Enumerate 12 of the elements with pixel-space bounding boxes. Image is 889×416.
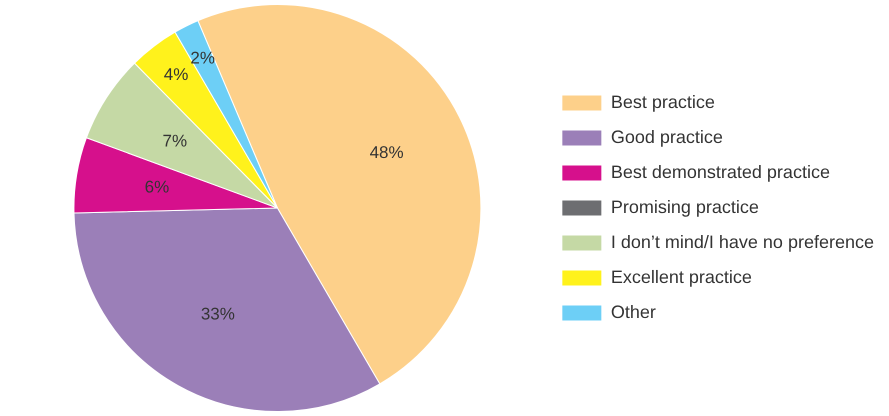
- legend-label: Best demonstrated practice: [610, 162, 830, 182]
- legend-label: Good practice: [610, 126, 723, 147]
- legend-label: I don’t mind/I have no preference: [610, 232, 874, 252]
- data-label: 48%: [370, 143, 404, 162]
- data-label: 7%: [162, 132, 188, 151]
- legend-label: Excellent practice: [610, 266, 752, 287]
- data-label: 6%: [144, 178, 170, 197]
- data-label: 33%: [200, 304, 235, 324]
- legend-label: Promising practice: [610, 196, 759, 217]
- legend-label: Other: [610, 302, 656, 322]
- legend-label: Best practice: [610, 92, 715, 112]
- data-label: 4%: [164, 65, 188, 84]
